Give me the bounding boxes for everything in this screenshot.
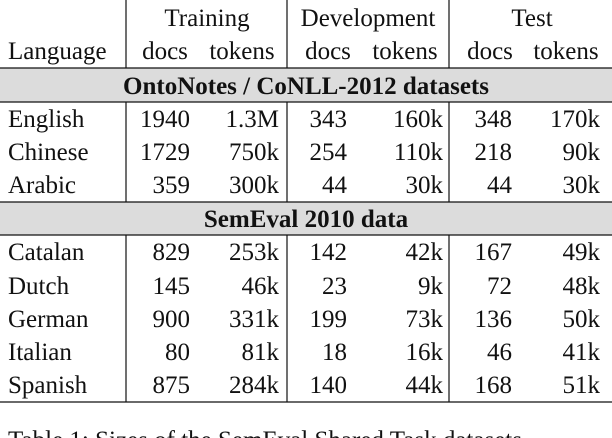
number-cell: 142 <box>310 239 348 266</box>
number-cell: 359 <box>153 172 191 199</box>
group-header: Development <box>301 5 436 32</box>
language-cell: Chinese <box>8 139 89 166</box>
number-cell: 160k <box>393 106 444 133</box>
language-cell: Italian <box>8 339 72 366</box>
number-cell: 50k <box>563 306 601 333</box>
number-cell: 44 <box>487 172 513 199</box>
number-cell: 73k <box>406 306 444 333</box>
column-header: tokens <box>372 38 437 65</box>
number-cell: 253k <box>229 239 280 266</box>
language-cell: Catalan <box>8 239 85 266</box>
number-cell: 1940 <box>140 106 190 133</box>
number-cell: 46k <box>242 273 280 300</box>
number-cell: 48k <box>563 273 601 300</box>
number-cell: 81k <box>242 339 280 366</box>
column-header: docs <box>305 38 351 65</box>
group-header: Training <box>164 5 250 32</box>
section-title: SemEval 2010 data <box>204 206 409 233</box>
number-cell: 136 <box>475 306 513 333</box>
section-band <box>0 68 612 102</box>
column-header: docs <box>142 38 188 65</box>
number-cell: 1729 <box>140 139 190 166</box>
number-cell: 300k <box>229 172 280 199</box>
number-cell: 42k <box>406 239 444 266</box>
number-cell: 16k <box>406 339 444 366</box>
section-title: OntoNotes / CoNLL-2012 datasets <box>123 73 489 100</box>
number-cell: 343 <box>310 106 348 133</box>
number-cell: 218 <box>475 139 513 166</box>
language-cell: Spanish <box>8 372 88 399</box>
caption: Table 1: Sizes of the SemEval Shared Tas… <box>8 427 522 438</box>
language-cell: Dutch <box>8 273 70 300</box>
number-cell: 51k <box>563 372 601 399</box>
number-cell: 1.3M <box>226 106 279 133</box>
number-cell: 168 <box>475 372 513 399</box>
number-cell: 170k <box>550 106 601 133</box>
number-cell: 331k <box>229 306 280 333</box>
number-cell: 41k <box>563 339 601 366</box>
column-header: tokens <box>209 38 274 65</box>
language-cell: Arabic <box>8 172 76 199</box>
number-cell: 875 <box>153 372 191 399</box>
language-cell: German <box>8 306 89 333</box>
number-cell: 80 <box>165 339 190 366</box>
number-cell: 348 <box>475 106 513 133</box>
number-cell: 23 <box>322 273 347 300</box>
number-cell: 167 <box>475 239 513 266</box>
number-cell: 284k <box>229 372 280 399</box>
number-cell: 30k <box>563 172 601 199</box>
number-cell: 46 <box>487 339 512 366</box>
section-band <box>0 202 612 235</box>
number-cell: 829 <box>153 239 191 266</box>
number-cell: 44k <box>406 372 444 399</box>
number-cell: 140 <box>310 372 348 399</box>
number-cell: 9k <box>418 273 444 300</box>
number-cell: 44 <box>322 172 348 199</box>
number-cell: 72 <box>487 273 512 300</box>
number-cell: 90k <box>563 139 601 166</box>
number-cell: 750k <box>229 139 280 166</box>
number-cell: 900 <box>153 306 191 333</box>
number-cell: 145 <box>153 273 191 300</box>
number-cell: 30k <box>406 172 444 199</box>
number-cell: 18 <box>322 339 347 366</box>
number-cell: 49k <box>563 239 601 266</box>
column-header: Language <box>8 38 107 65</box>
group-header: Test <box>511 5 552 32</box>
number-cell: 254 <box>310 139 348 166</box>
number-cell: 110k <box>394 139 444 166</box>
language-cell: English <box>8 106 85 133</box>
column-header: tokens <box>533 38 598 65</box>
number-cell: 199 <box>310 306 348 333</box>
column-header: docs <box>467 38 513 65</box>
